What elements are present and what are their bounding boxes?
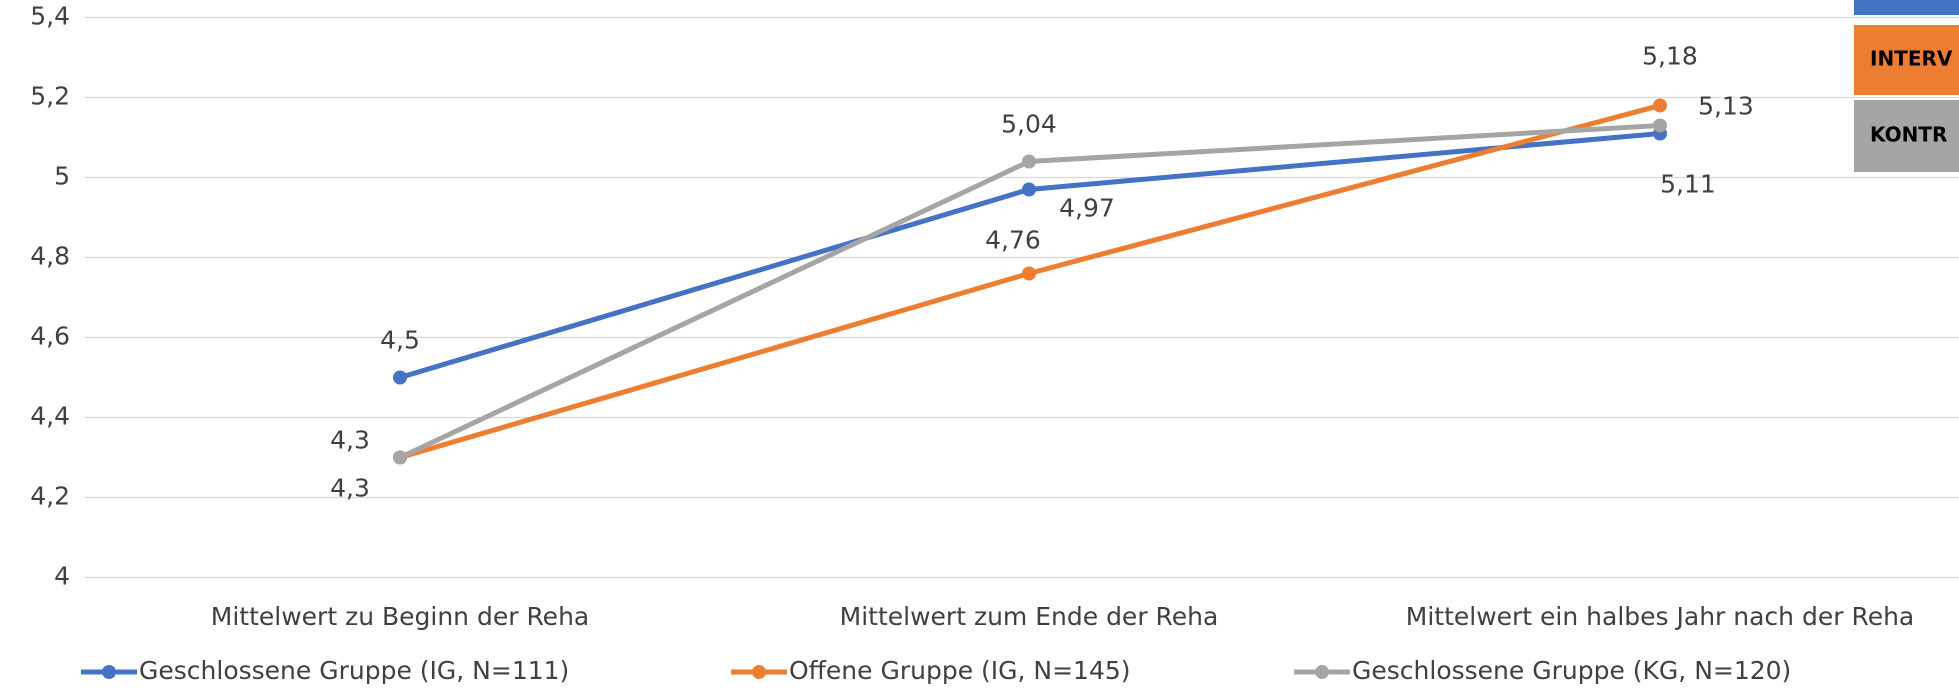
y-tick-label: 4,2 (30, 482, 70, 511)
legend-marker (1315, 665, 1329, 679)
legend-label: Offene Gruppe (IG, N=145) (789, 656, 1131, 685)
legend-box (1854, 100, 1959, 172)
series-line (398, 123, 1661, 460)
y-tick-label: 5,4 (30, 2, 70, 31)
data-point (1022, 154, 1036, 169)
data-label: 4,3 (330, 426, 370, 455)
data-point (1022, 266, 1036, 281)
data-label: 4,5 (380, 326, 420, 355)
data-label: 5,18 (1642, 42, 1698, 71)
data-point (1022, 182, 1036, 197)
x-tick-label: Mittelwert zum Ende der Reha (840, 602, 1219, 631)
y-tick-label: 4,4 (30, 402, 70, 431)
x-tick-label: Mittelwert zu Beginn der Reha (211, 602, 589, 631)
y-tick-label: 4,6 (30, 322, 70, 351)
legend-box (1854, 25, 1959, 95)
series-line (399, 131, 1661, 380)
x-tick-label: Mittelwert ein halbes Jahr nach der Reha (1406, 602, 1914, 631)
data-label: 5,11 (1660, 170, 1716, 199)
data-label: 4,97 (1059, 194, 1115, 223)
y-tick-label: 5,2 (30, 82, 70, 111)
legend-label: Geschlossene Gruppe (IG, N=111) (139, 656, 569, 685)
data-label: 4,76 (985, 226, 1041, 255)
legend-marker (102, 665, 116, 679)
data-point (393, 450, 407, 465)
data-point (393, 370, 407, 385)
legend-marker (752, 665, 766, 679)
data-label: 5,13 (1698, 92, 1754, 121)
legend-label: Geschlossene Gruppe (KG, N=120) (1352, 656, 1791, 685)
y-tick-label: 5 (54, 162, 70, 191)
data-point (1653, 98, 1667, 113)
legend-box (1854, 0, 1959, 15)
box-label: KONTR (1870, 123, 1947, 147)
data-point (1653, 118, 1667, 133)
box-label: INTERV (1870, 47, 1953, 71)
data-label: 5,04 (1001, 110, 1057, 139)
data-label: 4,3 (330, 474, 370, 503)
y-tick-label: 4,8 (30, 242, 70, 271)
y-tick-label: 4 (54, 562, 70, 591)
